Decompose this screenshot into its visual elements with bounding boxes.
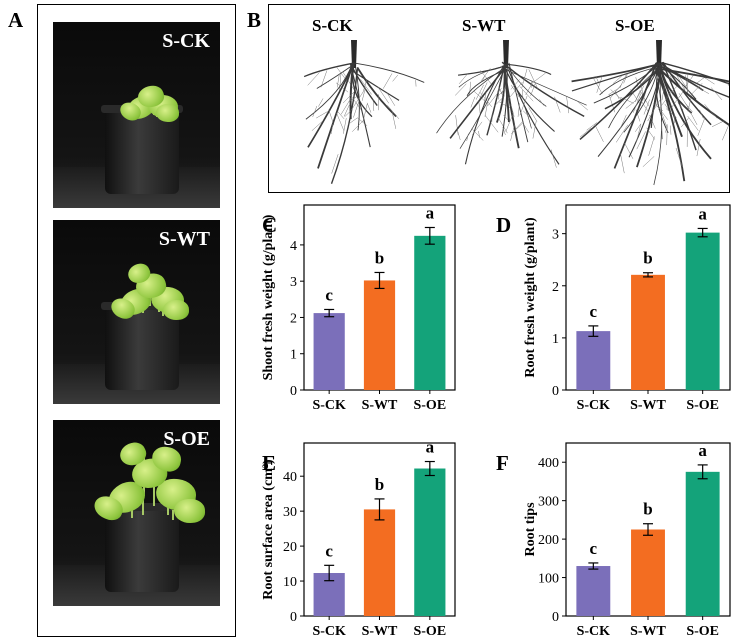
bar-s-wt: [631, 529, 665, 616]
x-tick-label: S-OE: [686, 624, 719, 639]
significance-letter: c: [590, 302, 598, 321]
roots-label-s-oe: S-OE: [615, 16, 655, 35]
panel-a-letter: A: [8, 8, 24, 32]
bar-s-wt: [363, 280, 396, 390]
root-drawing-s-wt: [436, 40, 589, 168]
y-tick-label: 100: [538, 572, 559, 587]
significance-letter: a: [698, 441, 707, 460]
x-tick-label: S-CK: [312, 398, 346, 413]
y-tick-label: 0: [290, 610, 297, 625]
y-tick-label: 1: [552, 332, 559, 347]
panel-letter-d: D: [496, 213, 511, 237]
root-drawing-s-ck: [303, 40, 425, 184]
significance-letter: a: [698, 204, 707, 223]
y-tick-label: 400: [538, 456, 559, 471]
plant-photo-s-oe: S-OE: [53, 420, 220, 606]
plant-stem: [131, 507, 133, 518]
y-tick-label: 20: [283, 540, 297, 555]
y-tick-label: 1: [290, 348, 297, 363]
panel-letter-c: C: [262, 213, 277, 237]
bar-s-wt: [631, 274, 665, 390]
x-tick-label: S-CK: [577, 624, 611, 639]
panel-a-frame: [37, 4, 236, 637]
bar-s-oe: [414, 235, 446, 390]
y-tick-label: 300: [538, 495, 559, 510]
roots-label-s-wt: S-WT: [462, 16, 506, 35]
x-tick-label: S-WT: [362, 624, 398, 639]
bar-s-oe: [414, 468, 446, 616]
y-tick-label: 0: [552, 610, 559, 625]
y-tick-label: 2: [290, 311, 297, 326]
y-tick-label: 0: [290, 384, 297, 399]
bar-s-ck: [576, 331, 611, 390]
x-tick-label: S-OE: [686, 398, 719, 413]
y-axis-label: Root fresh weight (g/plant): [523, 217, 538, 378]
panel-b-frame: [268, 4, 730, 193]
panel-letter-e: E: [262, 451, 276, 475]
significance-letter: a: [426, 203, 435, 222]
y-tick-label: 2: [552, 280, 559, 295]
bar-s-oe: [685, 471, 720, 616]
plant-photo-label: S-CK: [162, 30, 210, 52]
bar-s-ck: [313, 313, 345, 390]
plant-stem: [153, 472, 155, 506]
plant-photo-s-wt: S-WT: [53, 220, 220, 404]
bar-s-ck: [576, 566, 611, 616]
x-tick-label: S-CK: [577, 398, 611, 413]
y-tick-label: 10: [283, 575, 297, 590]
significance-letter: b: [643, 249, 652, 268]
x-tick-label: S-OE: [413, 624, 446, 639]
x-tick-label: S-OE: [413, 398, 446, 413]
significance-letter: b: [643, 500, 652, 519]
plant-photo-label: S-WT: [158, 228, 210, 250]
significance-letter: c: [325, 541, 333, 560]
x-tick-label: S-WT: [630, 624, 666, 639]
y-tick-label: 3: [290, 275, 297, 290]
significance-letter: c: [590, 539, 598, 558]
y-tick-label: 4: [290, 239, 297, 254]
bar-s-oe: [685, 232, 720, 390]
y-axis-label: Root tips: [523, 502, 538, 557]
plant-stem: [142, 496, 144, 516]
y-axis-label: Shoot fresh weight (g/plant): [261, 214, 276, 380]
significance-letter: a: [426, 438, 435, 457]
y-tick-label: 3: [552, 228, 559, 243]
root-system-images: [303, 40, 729, 186]
significance-letter: b: [375, 475, 384, 494]
roots-label-s-ck: S-CK: [312, 16, 353, 35]
y-tick-label: 200: [538, 533, 559, 548]
plant-photo-label: S-OE: [163, 428, 210, 450]
x-tick-label: S-WT: [630, 398, 666, 413]
y-tick-label: 40: [283, 470, 297, 485]
bar-s-wt: [363, 509, 396, 616]
y-tick-label: 30: [283, 505, 297, 520]
root-drawing-s-oe: [571, 40, 729, 186]
plant-photo-s-ck: S-CK: [53, 22, 220, 208]
x-tick-label: S-WT: [362, 398, 398, 413]
panel-b-letter: B: [247, 8, 262, 32]
y-tick-label: 0: [552, 384, 559, 399]
significance-letter: c: [325, 285, 333, 304]
y-axis-label: Root surface area (cm²): [261, 459, 276, 600]
x-tick-label: S-CK: [312, 624, 346, 639]
significance-letter: b: [375, 248, 384, 267]
panel-letter-f: F: [496, 451, 509, 475]
plant-stem: [172, 510, 174, 520]
